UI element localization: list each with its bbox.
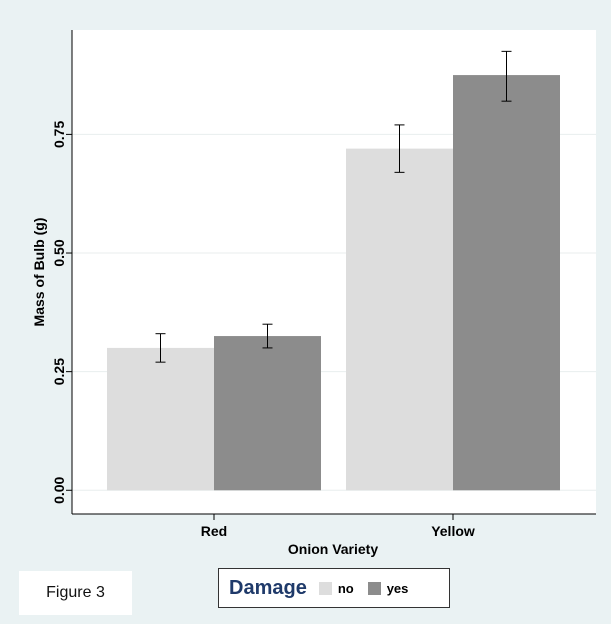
legend-title: Damage — [229, 576, 307, 599]
y-tick-label: 0.75 — [51, 121, 67, 148]
x-axis-title: Onion Variety — [288, 541, 378, 557]
legend-swatch-yes — [367, 581, 381, 595]
figure-label: Figure 3 — [19, 571, 132, 615]
y-tick-label: 0.50 — [51, 239, 67, 266]
legend-label-no: no — [337, 580, 354, 596]
bar-red-no — [107, 347, 214, 491]
x-tick-label: Yellow — [431, 523, 475, 539]
x-ticks: Red Yellow — [201, 514, 475, 539]
legend-label-yes: yes — [386, 580, 409, 596]
bar-yellow-yes — [453, 75, 560, 491]
error-bars — [155, 50, 512, 363]
bar-yellow-no — [346, 148, 453, 491]
legend-swatch-no — [318, 581, 332, 595]
y-tick-label: 0.25 — [51, 358, 67, 385]
bar-red-yes — [214, 336, 321, 491]
y-axis-title: Mass of Bulb (g) — [31, 218, 47, 327]
legend: Damage no yes — [218, 568, 450, 608]
y-ticks: 0.00 0.25 0.50 0.75 — [51, 121, 72, 504]
y-tick-label: 0.00 — [51, 476, 67, 503]
bars — [107, 75, 560, 491]
x-tick-label: Red — [201, 523, 227, 539]
